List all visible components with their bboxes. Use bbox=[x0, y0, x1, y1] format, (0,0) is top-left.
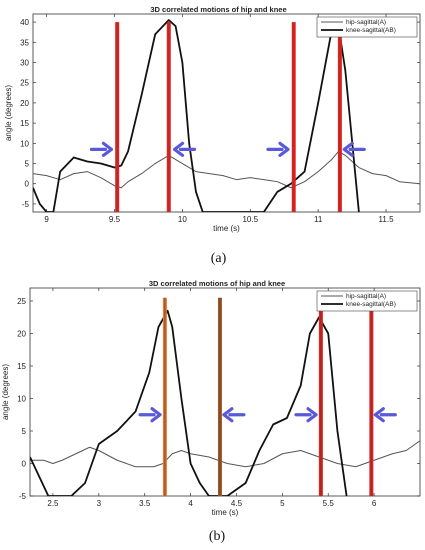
legend-label: hip-sagittal(A) bbox=[346, 19, 386, 26]
plot-area bbox=[29, 287, 421, 497]
y-tick-label: 20 bbox=[17, 330, 26, 339]
plot-content bbox=[30, 297, 420, 496]
legend-label: knee-sagittal(AB) bbox=[346, 27, 396, 34]
y-axis-label: angle (degrees) bbox=[1, 364, 10, 420]
plot-area bbox=[32, 13, 421, 213]
y-tick-label: 40 bbox=[20, 18, 29, 27]
legend-label: hip-sagittal(A) bbox=[346, 293, 386, 300]
arrow-right-icon bbox=[278, 141, 290, 157]
y-tick-label: -5 bbox=[22, 200, 30, 209]
arrow-right-icon bbox=[101, 141, 114, 157]
chart-title: 3D correlated motions of hip and knee bbox=[150, 5, 286, 14]
y-tick-label: 0 bbox=[22, 460, 27, 469]
y-tick-label: 15 bbox=[17, 362, 26, 371]
y-tick-label: 25 bbox=[20, 79, 29, 88]
x-tick-label: 10 bbox=[178, 215, 187, 224]
x-axis-label: time (s) bbox=[213, 224, 240, 233]
figure-caption: (a) bbox=[211, 251, 227, 266]
y-tick-label: -5 bbox=[19, 492, 27, 501]
x-tick-label: 11 bbox=[314, 215, 323, 224]
figure-caption: (b) bbox=[209, 529, 226, 544]
x-axis-label: time (s) bbox=[212, 508, 239, 517]
y-tick-label: 5 bbox=[22, 427, 27, 436]
chart-b: 3D correlated motions of hip and knee 2.5… bbox=[1, 279, 421, 544]
y-tick-label: 5 bbox=[25, 160, 30, 169]
y-tick-label: 35 bbox=[20, 38, 29, 47]
x-tick-label: 10.5 bbox=[242, 215, 258, 224]
chart-a: 3D correlated motions of hip and knee 9 9.… bbox=[4, 5, 421, 266]
x-tick-label: 4.5 bbox=[231, 499, 243, 508]
x-tick-label: 2.5 bbox=[47, 499, 59, 508]
x-tick-label: 3.5 bbox=[139, 499, 151, 508]
chart-title: 3D correlated motions of hip and knee bbox=[149, 279, 285, 288]
arrow-left-icon bbox=[172, 141, 185, 157]
arrow-right-icon bbox=[306, 407, 318, 423]
x-tick-label: 3 bbox=[97, 499, 102, 508]
x-tick-label: 6 bbox=[372, 499, 377, 508]
series-line-hip bbox=[33, 150, 420, 189]
x-tick-label: 9.5 bbox=[109, 215, 121, 224]
legend-label: knee-sagittal(AB) bbox=[346, 301, 396, 308]
x-tick-label: 4 bbox=[188, 499, 193, 508]
x-tick-label: 5 bbox=[280, 499, 285, 508]
y-tick-label: 0 bbox=[25, 180, 30, 189]
y-axis-label: angle (degrees) bbox=[4, 85, 13, 141]
arrow-right-icon bbox=[150, 407, 162, 423]
y-tick-label: 10 bbox=[17, 395, 26, 404]
y-tick-label: 25 bbox=[17, 297, 26, 306]
y-tick-label: 15 bbox=[20, 119, 29, 128]
y-tick-label: 30 bbox=[20, 58, 29, 67]
x-tick-label: 5.5 bbox=[323, 499, 335, 508]
series-line-hip bbox=[30, 440, 420, 468]
arrow-left-icon bbox=[342, 141, 354, 157]
y-tick-label: 20 bbox=[20, 99, 29, 108]
series-line-knee bbox=[30, 309, 348, 496]
series-line-knee bbox=[33, 19, 360, 212]
x-tick-label: 9 bbox=[44, 215, 49, 224]
plot-content bbox=[33, 19, 420, 212]
arrow-left-icon bbox=[222, 407, 234, 423]
arrow-left-icon bbox=[373, 407, 385, 423]
y-tick-label: 10 bbox=[20, 139, 29, 148]
x-tick-label: 11.5 bbox=[379, 215, 395, 224]
